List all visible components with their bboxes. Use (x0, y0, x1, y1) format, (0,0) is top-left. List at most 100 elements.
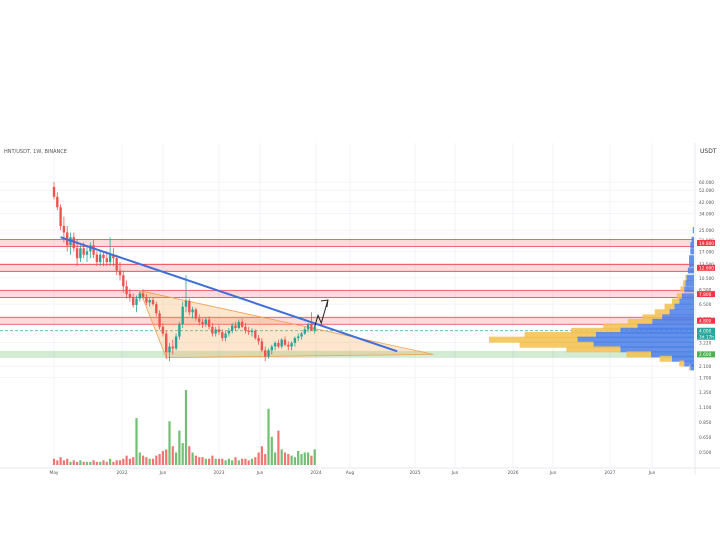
volume-bar (118, 460, 122, 465)
volume-bar (247, 460, 250, 465)
profile-bar-blue (684, 360, 694, 367)
candle-body (56, 196, 59, 208)
time-tick-label: Jun (256, 470, 264, 475)
candle-body (141, 293, 145, 297)
volume-bar (184, 390, 188, 465)
profile-bar-blue (674, 303, 694, 310)
volume-bar (175, 452, 178, 465)
time-tick-label: Jun (549, 470, 557, 475)
profile-bar-yellow (626, 351, 652, 358)
price-chart[interactable]: 60.00052.00042.00034.00025.00021.00017.0… (0, 143, 720, 476)
candle-body (188, 300, 191, 313)
volume-bar (112, 461, 115, 465)
candle-body (244, 326, 247, 331)
projection-arrowhead (320, 299, 329, 308)
chart-title: HNT/USDT, 1W, BINANCE (4, 149, 67, 155)
candle-body (257, 338, 260, 342)
time-tick-label: Jun (159, 470, 167, 475)
candle-body (181, 306, 184, 325)
resistance-band (0, 264, 694, 272)
volume-bar (62, 460, 65, 465)
volume-bar (59, 457, 62, 465)
volume-bar (135, 418, 138, 465)
profile-bar-blue (689, 261, 694, 268)
profile-bar-blue (686, 274, 694, 281)
price-tick-label: 1.100 (699, 405, 712, 411)
time-tick-label: 2027 (605, 470, 616, 475)
volume-bar (214, 458, 217, 465)
volume-bar (142, 455, 145, 465)
candle-body (145, 296, 148, 303)
candle-body (178, 324, 181, 337)
candle-body (247, 330, 250, 333)
volume-bar (125, 455, 128, 465)
candle-body (102, 254, 105, 259)
volume-bar (303, 452, 306, 465)
candle-body (138, 293, 141, 299)
candle-body (260, 341, 264, 351)
candle-body (231, 325, 234, 331)
downtrend-line (60, 236, 398, 353)
profile-bar-yellow (489, 336, 578, 343)
volume-bar (161, 450, 164, 465)
profile-bar-blue (690, 242, 694, 249)
volume-bar (99, 461, 102, 465)
volume-bar (241, 458, 244, 465)
volume-bar (52, 458, 56, 465)
candle-body (158, 313, 161, 327)
candle-body (132, 296, 135, 305)
profile-bar-blue (691, 236, 694, 243)
price-tick-label: 0.650 (699, 435, 712, 441)
volume-bar (145, 457, 148, 465)
candle-body (135, 298, 138, 305)
profile-bar-blue (662, 314, 694, 321)
price-tick-label: 17.000 (699, 249, 714, 255)
profile-bar-yellow (603, 323, 638, 330)
profile-bar-blue (669, 309, 694, 316)
time-tick-label: 2022 (117, 470, 128, 475)
candle-body (227, 330, 231, 334)
volume-bar (194, 455, 197, 465)
candle-body (293, 338, 297, 343)
candle-body (108, 254, 112, 263)
triangle-fill (139, 290, 434, 359)
profile-bar-blue (637, 323, 694, 330)
volume-bar (191, 452, 194, 465)
time-tick-label: Jun (451, 470, 459, 475)
price-tick-label: 0.850 (699, 420, 712, 426)
grid (0, 143, 694, 468)
resistance-band (0, 290, 694, 298)
volume-bar (92, 460, 95, 465)
resistance-band (0, 239, 694, 247)
candle-body (201, 321, 204, 325)
volume-bar (72, 460, 75, 465)
volume-bar (56, 460, 59, 465)
profile-bar-yellow (571, 327, 621, 334)
volume-profile (489, 227, 694, 371)
volume-bar (76, 461, 79, 465)
candle-body (52, 186, 56, 197)
time-tick-label: 2024 (311, 470, 322, 475)
candle-body (168, 346, 171, 353)
volume-bar (274, 452, 277, 465)
profile-bar-blue (620, 327, 694, 334)
projection-arrow (314, 299, 329, 327)
volume-bar (293, 457, 296, 465)
time-axis: May 2022 Jun 2023 Jun 2024 Aug 2025 Jun 2026 Jun 20… (0, 467, 720, 476)
volume-bar (264, 454, 267, 465)
volume-bar (307, 452, 310, 465)
profile-bar-yellow (680, 286, 685, 293)
candle-body (191, 309, 194, 313)
volume-bar (178, 430, 181, 465)
candle-body (151, 300, 155, 305)
candle-body (224, 333, 227, 339)
profile-bar-blue (652, 318, 694, 325)
volume-bar (270, 436, 273, 465)
price-axis: 60.00052.00042.00034.00025.00021.00017.0… (694, 143, 715, 475)
volume-bar (254, 457, 257, 465)
candle-body (297, 336, 300, 339)
price-tag (697, 317, 715, 324)
volume-bar (267, 408, 270, 465)
volume-bar (132, 457, 135, 465)
candle-body (211, 326, 214, 334)
